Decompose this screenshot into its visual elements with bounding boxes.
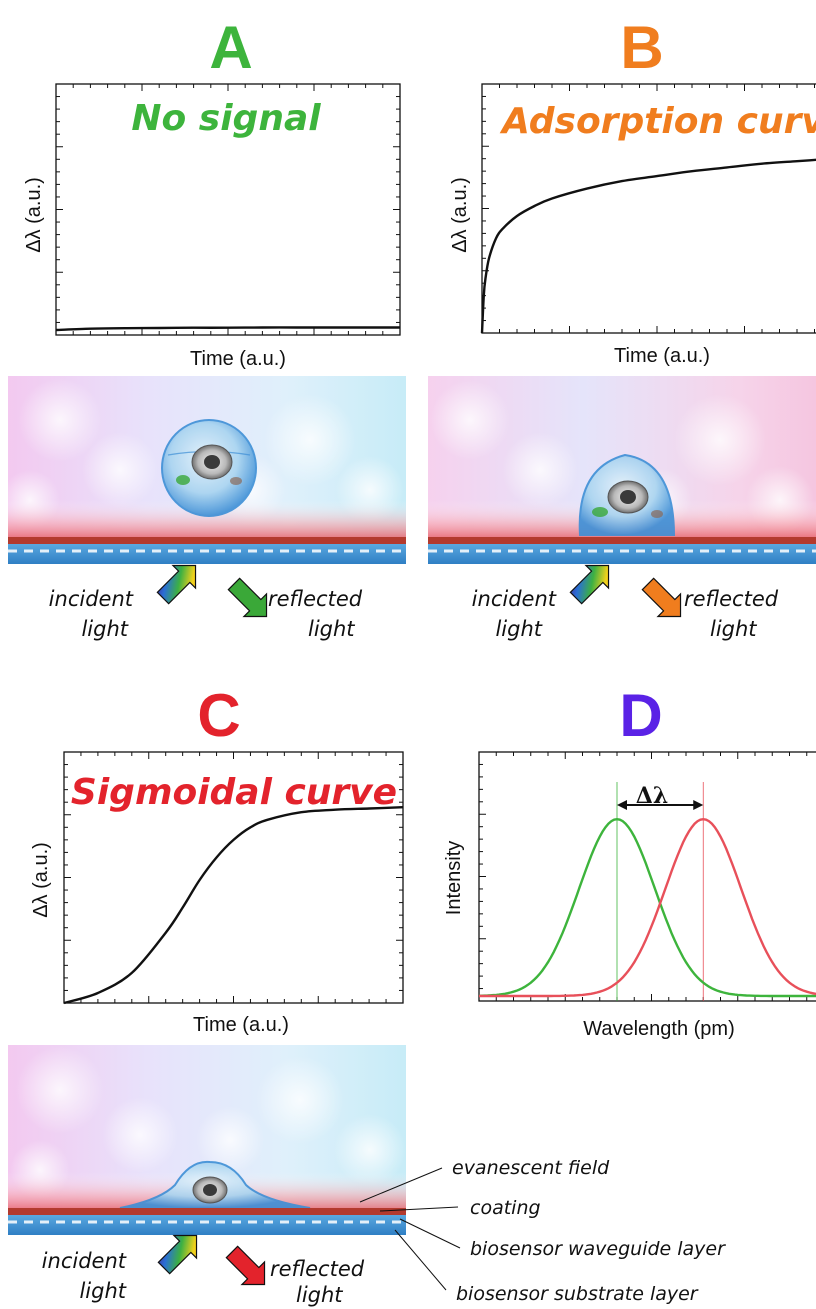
scene-a xyxy=(0,376,406,564)
chart-a-frame xyxy=(55,83,401,336)
incident-arrow-a xyxy=(156,564,197,605)
chart-c-frame xyxy=(63,751,404,1004)
panel-letter-b: B xyxy=(620,14,663,81)
chart-d: Δλ Intensity Wavelength (pm) xyxy=(443,751,816,1040)
chart-a-ylabel: Δλ (a.u.) xyxy=(23,177,45,253)
callout-line-substrate xyxy=(394,1229,447,1291)
chart-c-series-line xyxy=(63,806,404,1005)
panel-b: B Adsorption curve Δλ (a.u.) Time (a.u.) xyxy=(428,14,816,641)
incident-label-b-line2: light xyxy=(495,617,542,641)
cell-c xyxy=(119,1160,311,1209)
reflected-arrow-b xyxy=(641,577,682,618)
callout-line-coating xyxy=(379,1206,459,1212)
scene-c xyxy=(8,1045,406,1235)
callout-line-evanescent xyxy=(359,1167,443,1203)
callout-line-waveguide xyxy=(399,1218,461,1249)
reflected-label-c-line1: reflected xyxy=(270,1257,365,1281)
incident-label-a-line1: incident xyxy=(49,587,134,611)
chart-a-xlabel: Time (a.u.) xyxy=(190,348,286,370)
reflected-arrow-a xyxy=(227,577,268,618)
chart-d-xlabel: Wavelength (pm) xyxy=(583,1018,735,1040)
chart-c-xlabel: Time (a.u.) xyxy=(193,1014,289,1036)
reflected-label-a-line1: reflected xyxy=(268,587,363,611)
chart-a-title: No signal xyxy=(131,98,321,139)
cell-a xyxy=(161,419,257,517)
panel-d: D Δλ Intensity Wavelength (pm) xyxy=(443,682,816,1040)
callout-evanescent-field: evanescent field xyxy=(452,1157,610,1179)
reflected-label-a-line2: light xyxy=(308,617,355,641)
chart-d-frame xyxy=(478,751,816,1002)
delta-lambda-label: Δλ xyxy=(636,783,669,809)
chart-b-frame xyxy=(481,83,816,334)
chart-b-series-line xyxy=(480,158,816,334)
layer-callouts: evanescent field coating biosensor waveg… xyxy=(359,1157,726,1305)
callout-waveguide-layer: biosensor waveguide layer xyxy=(470,1238,726,1260)
panel-c: C Sigmoidal curve Δλ (a.u.) Time (a.u.) xyxy=(8,682,406,1307)
delta-arrow xyxy=(617,800,704,810)
incident-arrow-b xyxy=(569,564,610,605)
coating-layer-a xyxy=(8,537,406,544)
cell-b xyxy=(578,453,676,536)
panel-letter-a: A xyxy=(209,14,252,81)
chart-d-ticks xyxy=(478,751,808,1002)
callout-substrate-layer: biosensor substrate layer xyxy=(456,1283,699,1305)
substrate-layer-c xyxy=(8,1215,406,1235)
incident-arrow-c xyxy=(157,1234,198,1275)
callout-coating: coating xyxy=(470,1197,541,1219)
chart-d-ylabel: Intensity xyxy=(443,841,465,915)
substrate-layer-a xyxy=(8,544,406,564)
delta-arrow-head-right xyxy=(693,800,704,810)
chart-c-ylabel: Δλ (a.u.) xyxy=(30,842,52,918)
scene-b xyxy=(428,376,816,564)
chart-b-ylabel: Δλ (a.u.) xyxy=(449,177,471,253)
chart-a: No signal Δλ (a.u.) Time (a.u.) xyxy=(23,83,401,370)
delta-arrow-head-left xyxy=(617,800,627,810)
chart-b-xlabel: Time (a.u.) xyxy=(614,345,710,367)
substrate-layer-b xyxy=(428,544,816,564)
chart-c-ticks xyxy=(63,751,404,1004)
reflected-label-c-line2: light xyxy=(296,1283,343,1307)
reflected-label-b-line1: reflected xyxy=(684,587,779,611)
panel-a: A No signal Δλ (a.u.) Time (a.u.) xyxy=(0,14,406,641)
green-spectrum-line xyxy=(478,817,816,998)
coating-layer-b xyxy=(428,537,816,544)
red-spectrum-line xyxy=(479,817,816,998)
chart-b-title: Adsorption curve xyxy=(499,101,816,142)
incident-label-b-line1: incident xyxy=(472,587,557,611)
reflected-label-b-line2: light xyxy=(710,617,757,641)
panel-letter-d: D xyxy=(619,682,662,749)
chart-c: Sigmoidal curve Δλ (a.u.) Time (a.u.) xyxy=(30,751,404,1036)
panel-letter-c: C xyxy=(197,682,240,749)
reflected-arrow-c xyxy=(225,1245,266,1286)
chart-a-series-line xyxy=(55,326,400,332)
coating-layer-c xyxy=(8,1208,406,1215)
incident-label-a-line2: light xyxy=(81,617,128,641)
incident-label-c-line2: light xyxy=(79,1279,126,1303)
incident-label-c-line1: incident xyxy=(42,1249,127,1273)
chart-b: Adsorption curve Δλ (a.u.) Time (a.u.) xyxy=(449,83,816,367)
chart-c-title: Sigmoidal curve xyxy=(71,772,397,813)
